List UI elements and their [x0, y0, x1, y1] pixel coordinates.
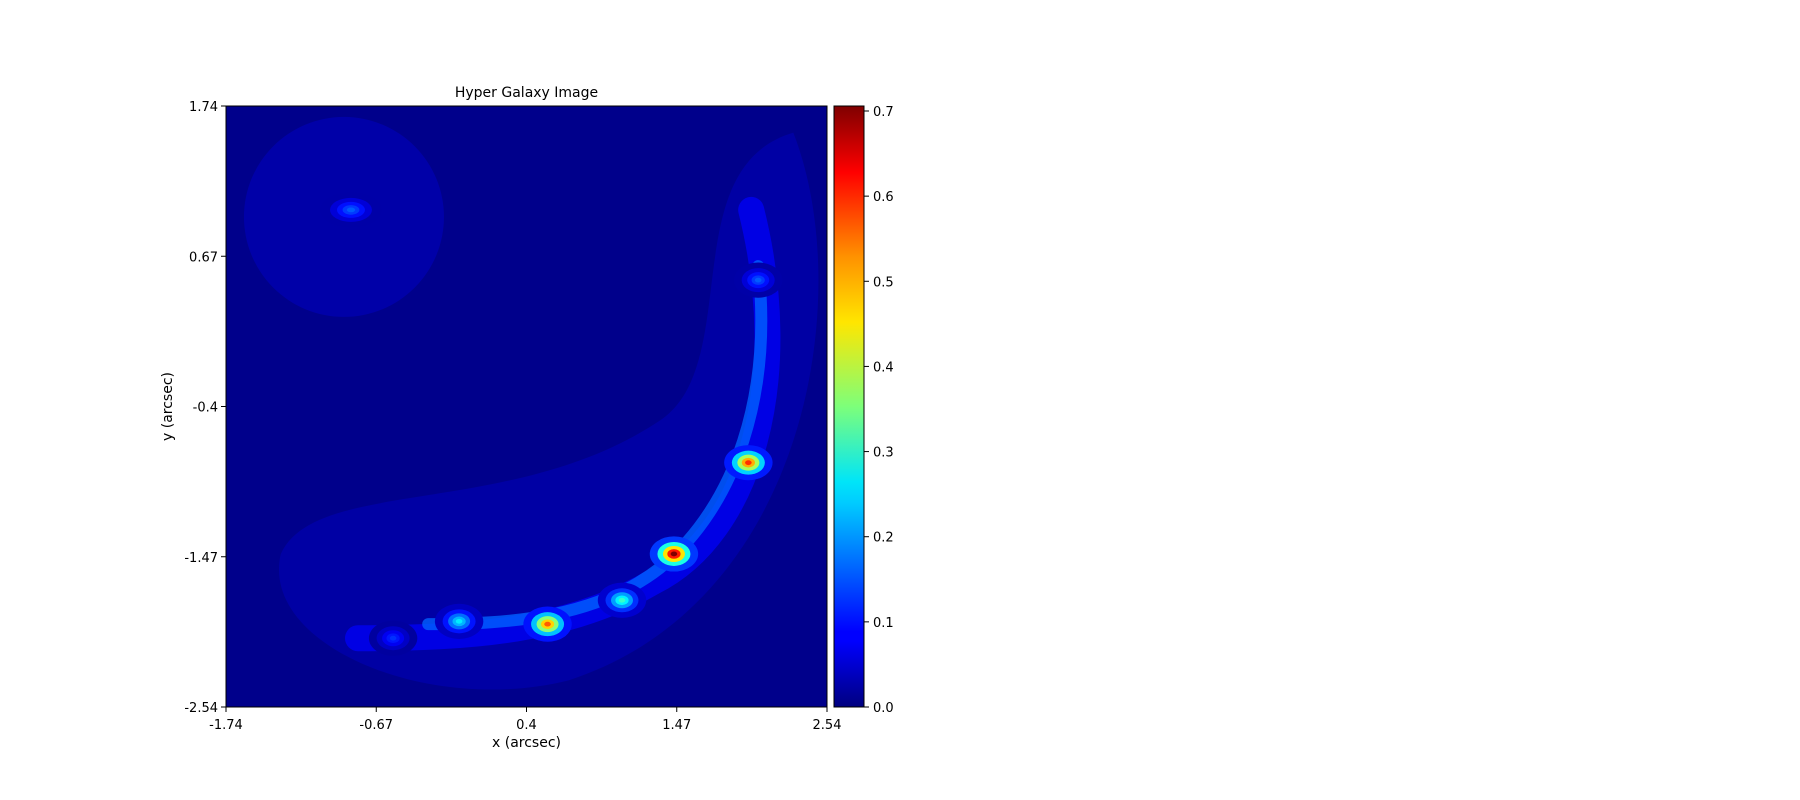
colorbar-tick-label: 0.7 [873, 105, 894, 120]
x-tick-label: 2.54 [813, 718, 842, 733]
x-tick-label: 1.47 [662, 718, 691, 733]
y-tick-label: -2.54 [184, 701, 218, 716]
x-axis: -1.74 -0.67 0.4 1.47 2.54 [209, 707, 841, 733]
heatmap-area [225, 105, 828, 708]
arc-knot-level [670, 551, 678, 557]
arc-knot-level [389, 635, 397, 641]
y-tick-label: 1.74 [189, 100, 218, 115]
arc-knot-level [618, 597, 626, 603]
x-tick-label: -0.67 [359, 718, 393, 733]
x-axis-label: x (arcsec) [492, 735, 561, 751]
colorbar-tick-label: 0.1 [873, 616, 894, 631]
colorbar-tick-label: 0.5 [873, 275, 894, 290]
arc-knot-level [745, 460, 752, 466]
colorbar-tick-label: 0.3 [873, 446, 894, 461]
arc-knot-level [455, 618, 463, 624]
colorbar-tick-label: 0.0 [873, 701, 894, 716]
colorbar-tick-label: 0.4 [873, 360, 894, 375]
heatmap-layer [243, 116, 819, 690]
y-axis: 1.74 0.67 -0.4 -1.47 -2.54 [184, 100, 226, 716]
chart-title: Hyper Galaxy Image [455, 85, 598, 101]
y-axis-label: y (arcsec) [160, 372, 176, 441]
y-tick-label: -1.47 [184, 551, 218, 566]
colorbar-ticks: 0.0 0.1 0.2 0.3 0.4 0.5 0.6 0.7 [864, 105, 894, 716]
colorbar-tick-label: 0.6 [873, 190, 894, 205]
arc-knot-level [754, 277, 762, 283]
colorbar-tick-label: 0.2 [873, 531, 894, 546]
counter-image-level [346, 207, 356, 213]
y-tick-label: 0.67 [189, 250, 218, 265]
arc-knot-level [544, 621, 551, 627]
y-tick-label: -0.4 [193, 401, 218, 416]
x-tick-label: -1.74 [209, 718, 243, 733]
x-tick-label: 0.4 [516, 718, 537, 733]
colorbar: 0.0 0.1 0.2 0.3 0.4 0.5 0.6 0.7 [833, 105, 894, 716]
colorbar-gradient [833, 105, 865, 708]
